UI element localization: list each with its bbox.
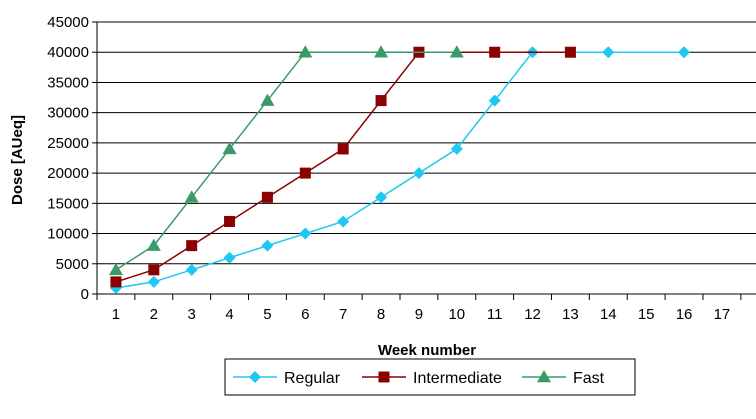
series-line-regular (115, 51, 685, 289)
x-tick-label: 14 (600, 306, 617, 323)
x-tick-label: 8 (377, 306, 385, 323)
data-point-fast (374, 45, 389, 58)
y-tick-label: 35000 (47, 74, 89, 91)
legend-item-regular: Regular (233, 370, 341, 387)
x-tick-label: 16 (676, 306, 693, 323)
y-axis-title: Dose [AUeq] (9, 115, 26, 205)
data-point-regular (261, 239, 274, 252)
data-point-regular (299, 227, 312, 240)
data-point-intermediate (337, 143, 349, 155)
tick-labels: 0 5000 10000 15000 20000 25000 30000 35000 40000… (47, 14, 730, 323)
data-point-fast (108, 262, 123, 276)
x-tick-label: 9 (415, 306, 423, 323)
y-tick-label: 20000 (47, 165, 89, 182)
x-tick-label: 5 (263, 306, 271, 323)
x-tick-label: 4 (225, 306, 233, 323)
y-tick-label: 30000 (47, 105, 89, 122)
data-point-intermediate (224, 215, 236, 227)
data-point-intermediate (148, 264, 160, 276)
legend-item-intermediate: Intermediate (362, 370, 502, 387)
y-tick-label: 45000 (47, 14, 89, 31)
x-tick-label: 6 (301, 306, 309, 323)
y-tick-label: 40000 (47, 44, 89, 61)
data-point-intermediate (375, 95, 387, 107)
data-point-regular (223, 251, 236, 264)
x-tick-label: 12 (524, 306, 541, 323)
data-point-intermediate (564, 46, 576, 58)
data-point-regular (678, 46, 691, 59)
data-point-intermediate (261, 191, 273, 203)
legend-marker-regular (249, 371, 261, 383)
data-point-fast (146, 238, 161, 251)
data-point-regular (488, 94, 501, 107)
series-line-fast (115, 51, 457, 271)
y-tick-label: 10000 (47, 226, 89, 243)
x-tick-label: 7 (339, 306, 347, 323)
data-point-fast (222, 141, 237, 155)
series-regular (109, 46, 691, 294)
series (108, 45, 691, 294)
x-tick-label: 1 (112, 306, 120, 323)
legend-label-fast: Fast (573, 370, 605, 387)
data-point-intermediate (299, 167, 311, 179)
legend-item-fast: Fast (522, 370, 605, 387)
y-tick-label: 25000 (47, 135, 89, 152)
x-tick-label: 3 (188, 306, 196, 323)
x-tick-label: 11 (487, 306, 503, 323)
series-line-intermediate (115, 51, 571, 283)
x-tick-label: 17 (714, 306, 731, 323)
data-point-regular (375, 191, 388, 204)
legend-label-regular: Regular (284, 370, 341, 387)
legend-box (224, 358, 636, 396)
legend: Regular Intermediate Fast (224, 358, 636, 396)
data-point-fast (298, 45, 313, 58)
data-point-regular (450, 142, 463, 155)
x-tick-label: 13 (562, 306, 579, 323)
data-point-regular (147, 275, 160, 288)
data-point-fast (184, 190, 199, 203)
y-tick-label: 15000 (47, 195, 89, 212)
legend-marker-intermediate (378, 371, 390, 383)
y-tick-label: 0 (81, 286, 89, 303)
data-point-regular (412, 167, 425, 180)
x-axis-title: Week number (378, 342, 476, 359)
data-point-regular (602, 46, 615, 59)
data-point-fast (260, 93, 275, 106)
data-point-fast (449, 45, 464, 58)
legend-marker-fast (537, 370, 551, 383)
data-point-intermediate (186, 240, 198, 252)
x-tick-label: 10 (448, 306, 465, 323)
data-point-regular (337, 215, 350, 228)
data-point-regular (185, 263, 198, 276)
y-tick-label: 5000 (56, 256, 89, 273)
legend-label-intermediate: Intermediate (413, 370, 502, 387)
gridlines (97, 21, 756, 265)
x-tick-label: 15 (638, 306, 655, 323)
data-point-intermediate (489, 46, 501, 58)
series-fast (108, 45, 464, 276)
data-point-intermediate (110, 276, 122, 288)
x-tick-label: 2 (150, 306, 158, 323)
axes (92, 21, 756, 300)
